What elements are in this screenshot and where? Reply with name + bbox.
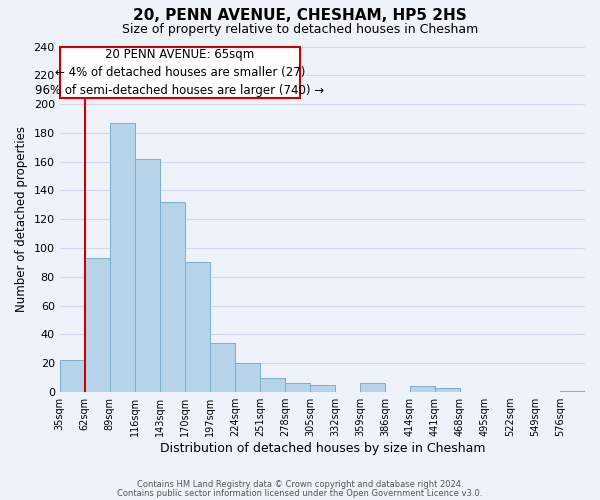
Bar bbox=[410, 386, 435, 392]
Bar bbox=[260, 378, 285, 392]
Bar bbox=[185, 262, 210, 392]
Text: Contains public sector information licensed under the Open Government Licence v3: Contains public sector information licen… bbox=[118, 488, 482, 498]
Text: 20 PENN AVENUE: 65sqm
← 4% of detached houses are smaller (27)
96% of semi-detac: 20 PENN AVENUE: 65sqm ← 4% of detached h… bbox=[35, 48, 325, 97]
Y-axis label: Number of detached properties: Number of detached properties bbox=[15, 126, 28, 312]
Bar bbox=[135, 159, 160, 392]
Text: Contains HM Land Registry data © Crown copyright and database right 2024.: Contains HM Land Registry data © Crown c… bbox=[137, 480, 463, 489]
Bar bbox=[310, 385, 335, 392]
Bar bbox=[360, 384, 385, 392]
Bar bbox=[85, 258, 110, 392]
Bar bbox=[160, 202, 185, 392]
Bar bbox=[435, 388, 460, 392]
Bar bbox=[59, 46, 300, 98]
Bar bbox=[210, 343, 235, 392]
Text: 20, PENN AVENUE, CHESHAM, HP5 2HS: 20, PENN AVENUE, CHESHAM, HP5 2HS bbox=[133, 8, 467, 22]
Bar bbox=[59, 360, 85, 392]
Bar bbox=[285, 384, 310, 392]
Bar bbox=[560, 390, 585, 392]
Bar bbox=[235, 364, 260, 392]
Text: Size of property relative to detached houses in Chesham: Size of property relative to detached ho… bbox=[122, 22, 478, 36]
X-axis label: Distribution of detached houses by size in Chesham: Distribution of detached houses by size … bbox=[160, 442, 485, 455]
Bar bbox=[110, 123, 135, 392]
